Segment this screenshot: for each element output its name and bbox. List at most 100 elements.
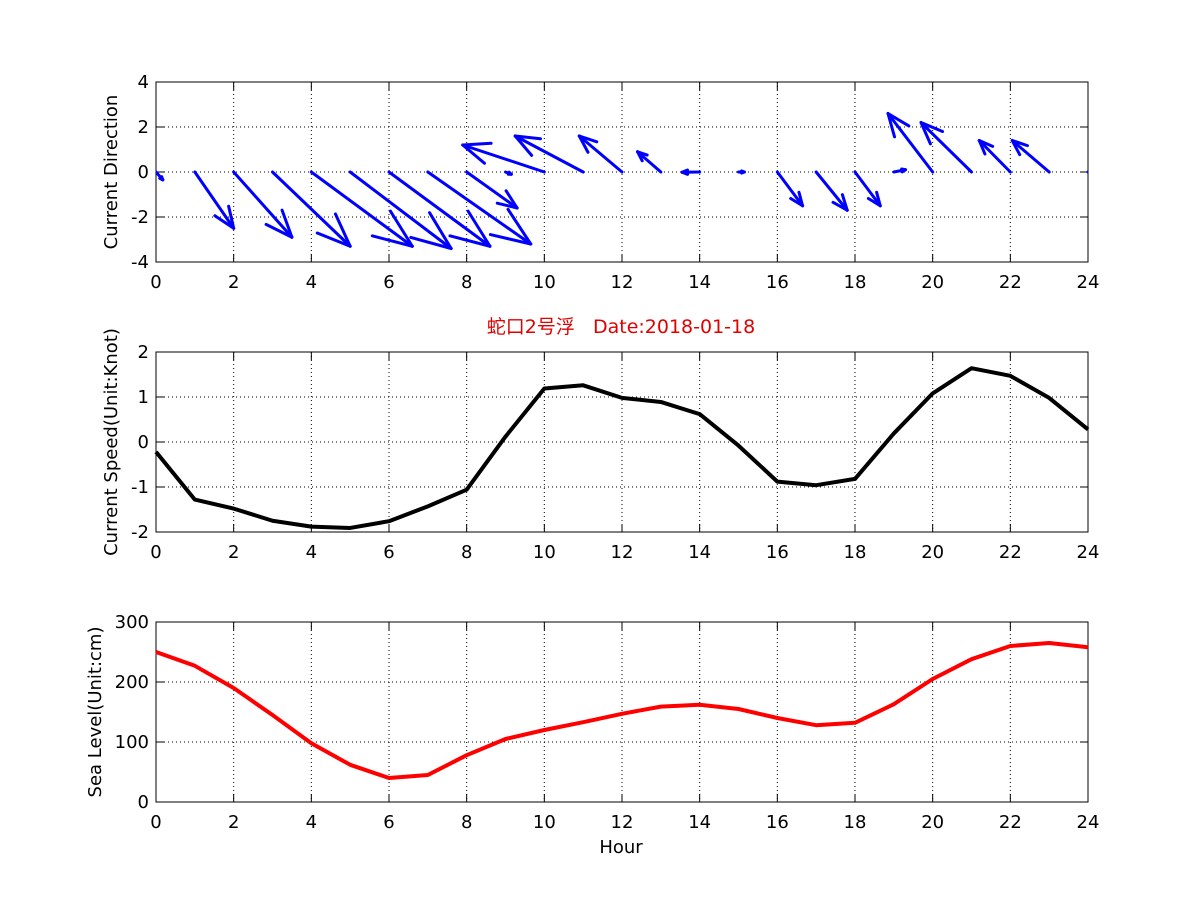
x-tick-label: 24 <box>1077 812 1100 833</box>
y-tick-label: 0 <box>138 162 149 183</box>
quiver-arrow <box>886 112 935 174</box>
quiver-arrow <box>636 150 663 174</box>
quiver-arrow <box>461 141 546 174</box>
quiver-arrow <box>919 121 973 174</box>
x-tick-label: 16 <box>766 272 789 293</box>
x-tick-label: 14 <box>688 272 711 293</box>
x-tick-label: 0 <box>150 272 161 293</box>
quiver-arrow <box>775 170 805 208</box>
quiver-arrow <box>853 170 882 208</box>
y-tick-label: -2 <box>131 522 149 543</box>
sealevel-y-ticks: 0 100 200 300 <box>115 612 1088 813</box>
quiver-arrow <box>193 170 236 230</box>
sealevel-ylabel: Sea Level(Unit:cm) <box>85 627 106 798</box>
x-tick-label: 16 <box>766 812 789 833</box>
x-tick-label: 16 <box>766 542 789 563</box>
speed-series-line <box>154 366 1090 530</box>
quiver-arrow <box>232 170 294 239</box>
speed-y-ticks: -2 -1 0 1 2 <box>131 342 1088 543</box>
y-tick-label: 0 <box>138 792 149 813</box>
quiver-arrow <box>577 134 624 174</box>
quiver-arrow <box>271 170 352 248</box>
y-tick-label: 2 <box>138 342 149 363</box>
x-tick-label: 14 <box>688 812 711 833</box>
x-tick-label: 4 <box>306 272 317 293</box>
x-tick-label: 12 <box>611 812 634 833</box>
x-tick-label: 8 <box>461 542 472 563</box>
x-tick-label: 4 <box>306 812 317 833</box>
x-tick-label: 2 <box>228 272 239 293</box>
speed-grid <box>156 352 1088 532</box>
y-tick-label: 1 <box>138 387 149 408</box>
sealevel-line-group <box>155 641 1089 780</box>
x-tick-label: 4 <box>306 542 317 563</box>
x-tick-label: 18 <box>844 812 867 833</box>
y-tick-label: -4 <box>131 252 149 273</box>
speed-ylabel: Current Speed(Unit:Knot) <box>101 328 122 556</box>
x-tick-label: 10 <box>533 542 556 563</box>
quiver-arrow <box>348 170 453 250</box>
x-tick-label: 18 <box>844 272 867 293</box>
x-tick-label: 6 <box>383 812 394 833</box>
x-tick-label: 22 <box>999 272 1022 293</box>
x-tick-label: 14 <box>688 542 711 563</box>
y-tick-label: 300 <box>115 612 149 633</box>
x-tick-label: 20 <box>921 272 944 293</box>
sealevel-series-line <box>155 641 1089 780</box>
x-tick-label: 12 <box>611 542 634 563</box>
x-tick-label: 24 <box>1077 272 1100 293</box>
quiver-arrow <box>1086 170 1088 174</box>
x-tick-label: 8 <box>461 812 472 833</box>
sealevel-grid <box>156 622 1088 802</box>
speed-x-ticks: 0 2 4 6 8 10 12 14 16 18 20 22 24 <box>150 352 1099 563</box>
direction-ylabel: Current Direction <box>101 95 122 250</box>
sealevel-x-ticks: 0 2 4 6 8 10 12 14 16 18 20 22 24 <box>150 622 1099 833</box>
quiver-arrow <box>504 170 513 176</box>
x-tick-label: 2 <box>228 542 239 563</box>
x-tick-label: 12 <box>611 272 634 293</box>
y-tick-label: -2 <box>131 207 149 228</box>
direction-x-ticks: 0 2 4 6 8 10 12 14 16 18 20 22 24 <box>150 82 1099 293</box>
x-tick-label: 10 <box>533 272 556 293</box>
y-tick-label: 100 <box>115 732 149 753</box>
y-tick-label: 4 <box>138 72 149 93</box>
y-tick-label: 200 <box>115 672 149 693</box>
quiver-arrow <box>892 167 907 174</box>
x-tick-label: 2 <box>228 812 239 833</box>
x-tick-label: 18 <box>844 542 867 563</box>
x-tick-label: 0 <box>150 542 161 563</box>
x-tick-label: 20 <box>921 542 944 563</box>
direction-y-ticks: -4 -2 0 2 4 <box>131 72 1088 273</box>
quiver-arrow <box>156 170 165 182</box>
quiver-arrow <box>680 168 702 176</box>
quiver-arrow <box>465 170 519 210</box>
x-tick-label: 6 <box>383 542 394 563</box>
quiver-arrow <box>309 170 414 248</box>
quiver-arrow <box>814 170 849 212</box>
quiver-arrow <box>737 169 746 175</box>
x-tick-label: 22 <box>999 812 1022 833</box>
x-tick-label: 24 <box>1077 542 1100 563</box>
x-tick-label: 0 <box>150 812 161 833</box>
quiver-arrow <box>513 134 585 174</box>
quiver-arrow <box>387 170 492 248</box>
x-tick-label: 10 <box>533 812 556 833</box>
x-tick-label: 6 <box>383 272 394 293</box>
sealevel-xlabel: Hour <box>599 837 643 858</box>
chart-title: 蛇口2号浮 Date:2018-01-18 <box>487 316 755 338</box>
quiver-arrow <box>977 139 1012 174</box>
y-tick-label: -1 <box>131 477 149 498</box>
quiver-arrow <box>426 170 533 246</box>
x-tick-label: 8 <box>461 272 472 293</box>
x-tick-label: 20 <box>921 812 944 833</box>
direction-arrows <box>156 112 1088 250</box>
quiver-arrow <box>1010 139 1051 174</box>
speed-line-group <box>154 366 1090 530</box>
x-tick-label: 22 <box>999 542 1022 563</box>
y-tick-label: 0 <box>138 432 149 453</box>
y-tick-label: 2 <box>138 117 149 138</box>
